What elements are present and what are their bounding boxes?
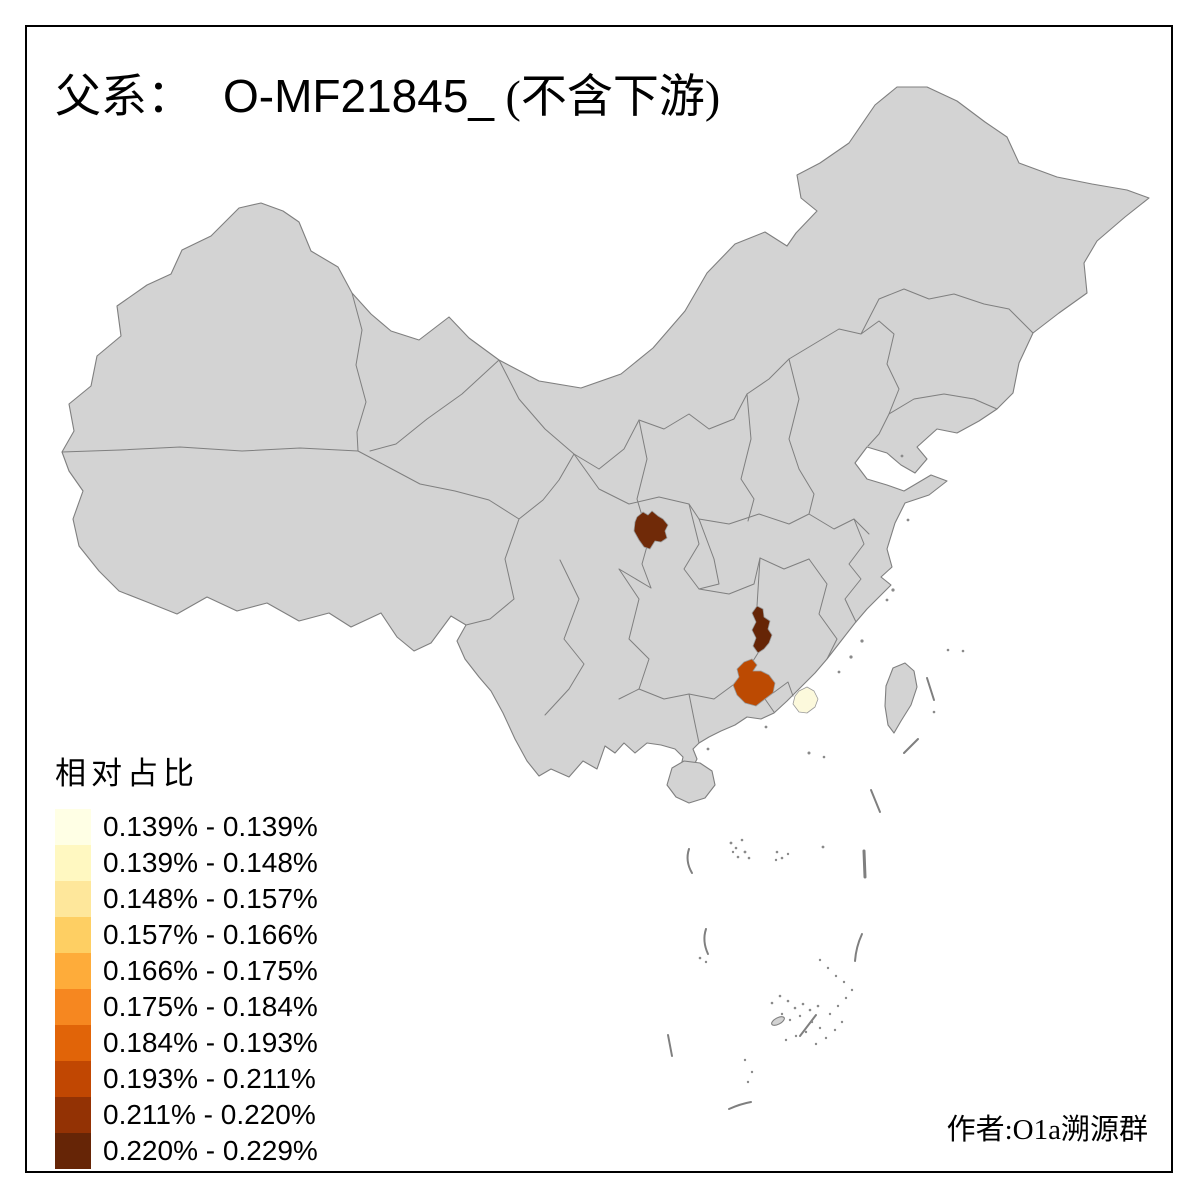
legend-row: 0.184% - 0.193% — [55, 1025, 318, 1061]
legend-title: 相对占比 — [55, 756, 199, 791]
legend-label: 0.139% - 0.148% — [103, 847, 318, 878]
legend-swatch — [55, 809, 91, 845]
legend-row: 0.175% - 0.184% — [55, 989, 318, 1025]
legend-label: 0.166% - 0.175% — [103, 955, 318, 986]
scs-island-patch — [771, 1016, 785, 1026]
legend-label: 0.175% - 0.184% — [103, 991, 318, 1022]
legend-swatch — [55, 1061, 91, 1097]
legend-row: 0.139% - 0.148% — [55, 845, 318, 881]
page-title: 父系： O-MF21845_ (不含下游) — [55, 60, 720, 126]
legend-row: 0.157% - 0.166% — [55, 917, 318, 953]
legend-swatch — [55, 881, 91, 917]
legend-label: 0.139% - 0.139% — [103, 811, 318, 842]
legend-row: 0.166% - 0.175% — [55, 953, 318, 989]
highlighted-regions — [633, 510, 819, 714]
legend-swatch — [55, 989, 91, 1025]
legend-label: 0.211% - 0.220% — [103, 1099, 316, 1130]
legend-row: 0.148% - 0.157% — [55, 881, 318, 917]
region-hunan-jiangxi-prefecture — [751, 605, 773, 654]
hainan-island — [666, 760, 716, 804]
legend-row: 0.220% - 0.229% — [55, 1133, 318, 1169]
legend-label: 0.157% - 0.166% — [103, 919, 318, 950]
attribution-text: 作者:O1a溯源群 — [946, 1114, 1148, 1146]
title-haplogroup-code: O-MF21845_ — [223, 70, 495, 122]
title-prefix: 父系： — [55, 71, 193, 122]
legend-row: 0.193% - 0.211% — [55, 1061, 318, 1097]
legend-swatch — [55, 917, 91, 953]
region-north-guangdong-prefecture — [732, 658, 776, 707]
legend-row: 0.139% - 0.139% — [55, 809, 318, 845]
legend-label: 0.193% - 0.211% — [103, 1063, 316, 1094]
legend-row: 0.211% - 0.220% — [55, 1097, 318, 1133]
legend: 相对占比 0.139% - 0.139% 0.139% - 0.148% 0.1… — [55, 748, 318, 1169]
mainland-china-landmass — [61, 86, 1150, 789]
legend-swatch — [55, 953, 91, 989]
plot-frame — [25, 25, 1173, 1173]
legend-label: 0.148% - 0.157% — [103, 883, 318, 914]
legend-rows: 0.139% - 0.139% 0.139% - 0.148% 0.148% -… — [55, 809, 318, 1169]
legend-label: 0.184% - 0.193% — [103, 1027, 318, 1058]
nine-dash-line — [667, 677, 935, 1110]
legend-swatch — [55, 1133, 91, 1169]
legend-label: 0.220% - 0.229% — [103, 1135, 318, 1166]
legend-swatch — [55, 845, 91, 881]
region-east-guangdong-prefecture — [792, 686, 819, 714]
small-islands — [698, 454, 965, 1084]
legend-swatch — [55, 1025, 91, 1061]
region-sichuan-prefecture — [633, 510, 669, 550]
taiwan-island — [884, 662, 918, 734]
title-suffix: (不含下游) — [494, 71, 721, 122]
legend-swatch — [55, 1097, 91, 1133]
